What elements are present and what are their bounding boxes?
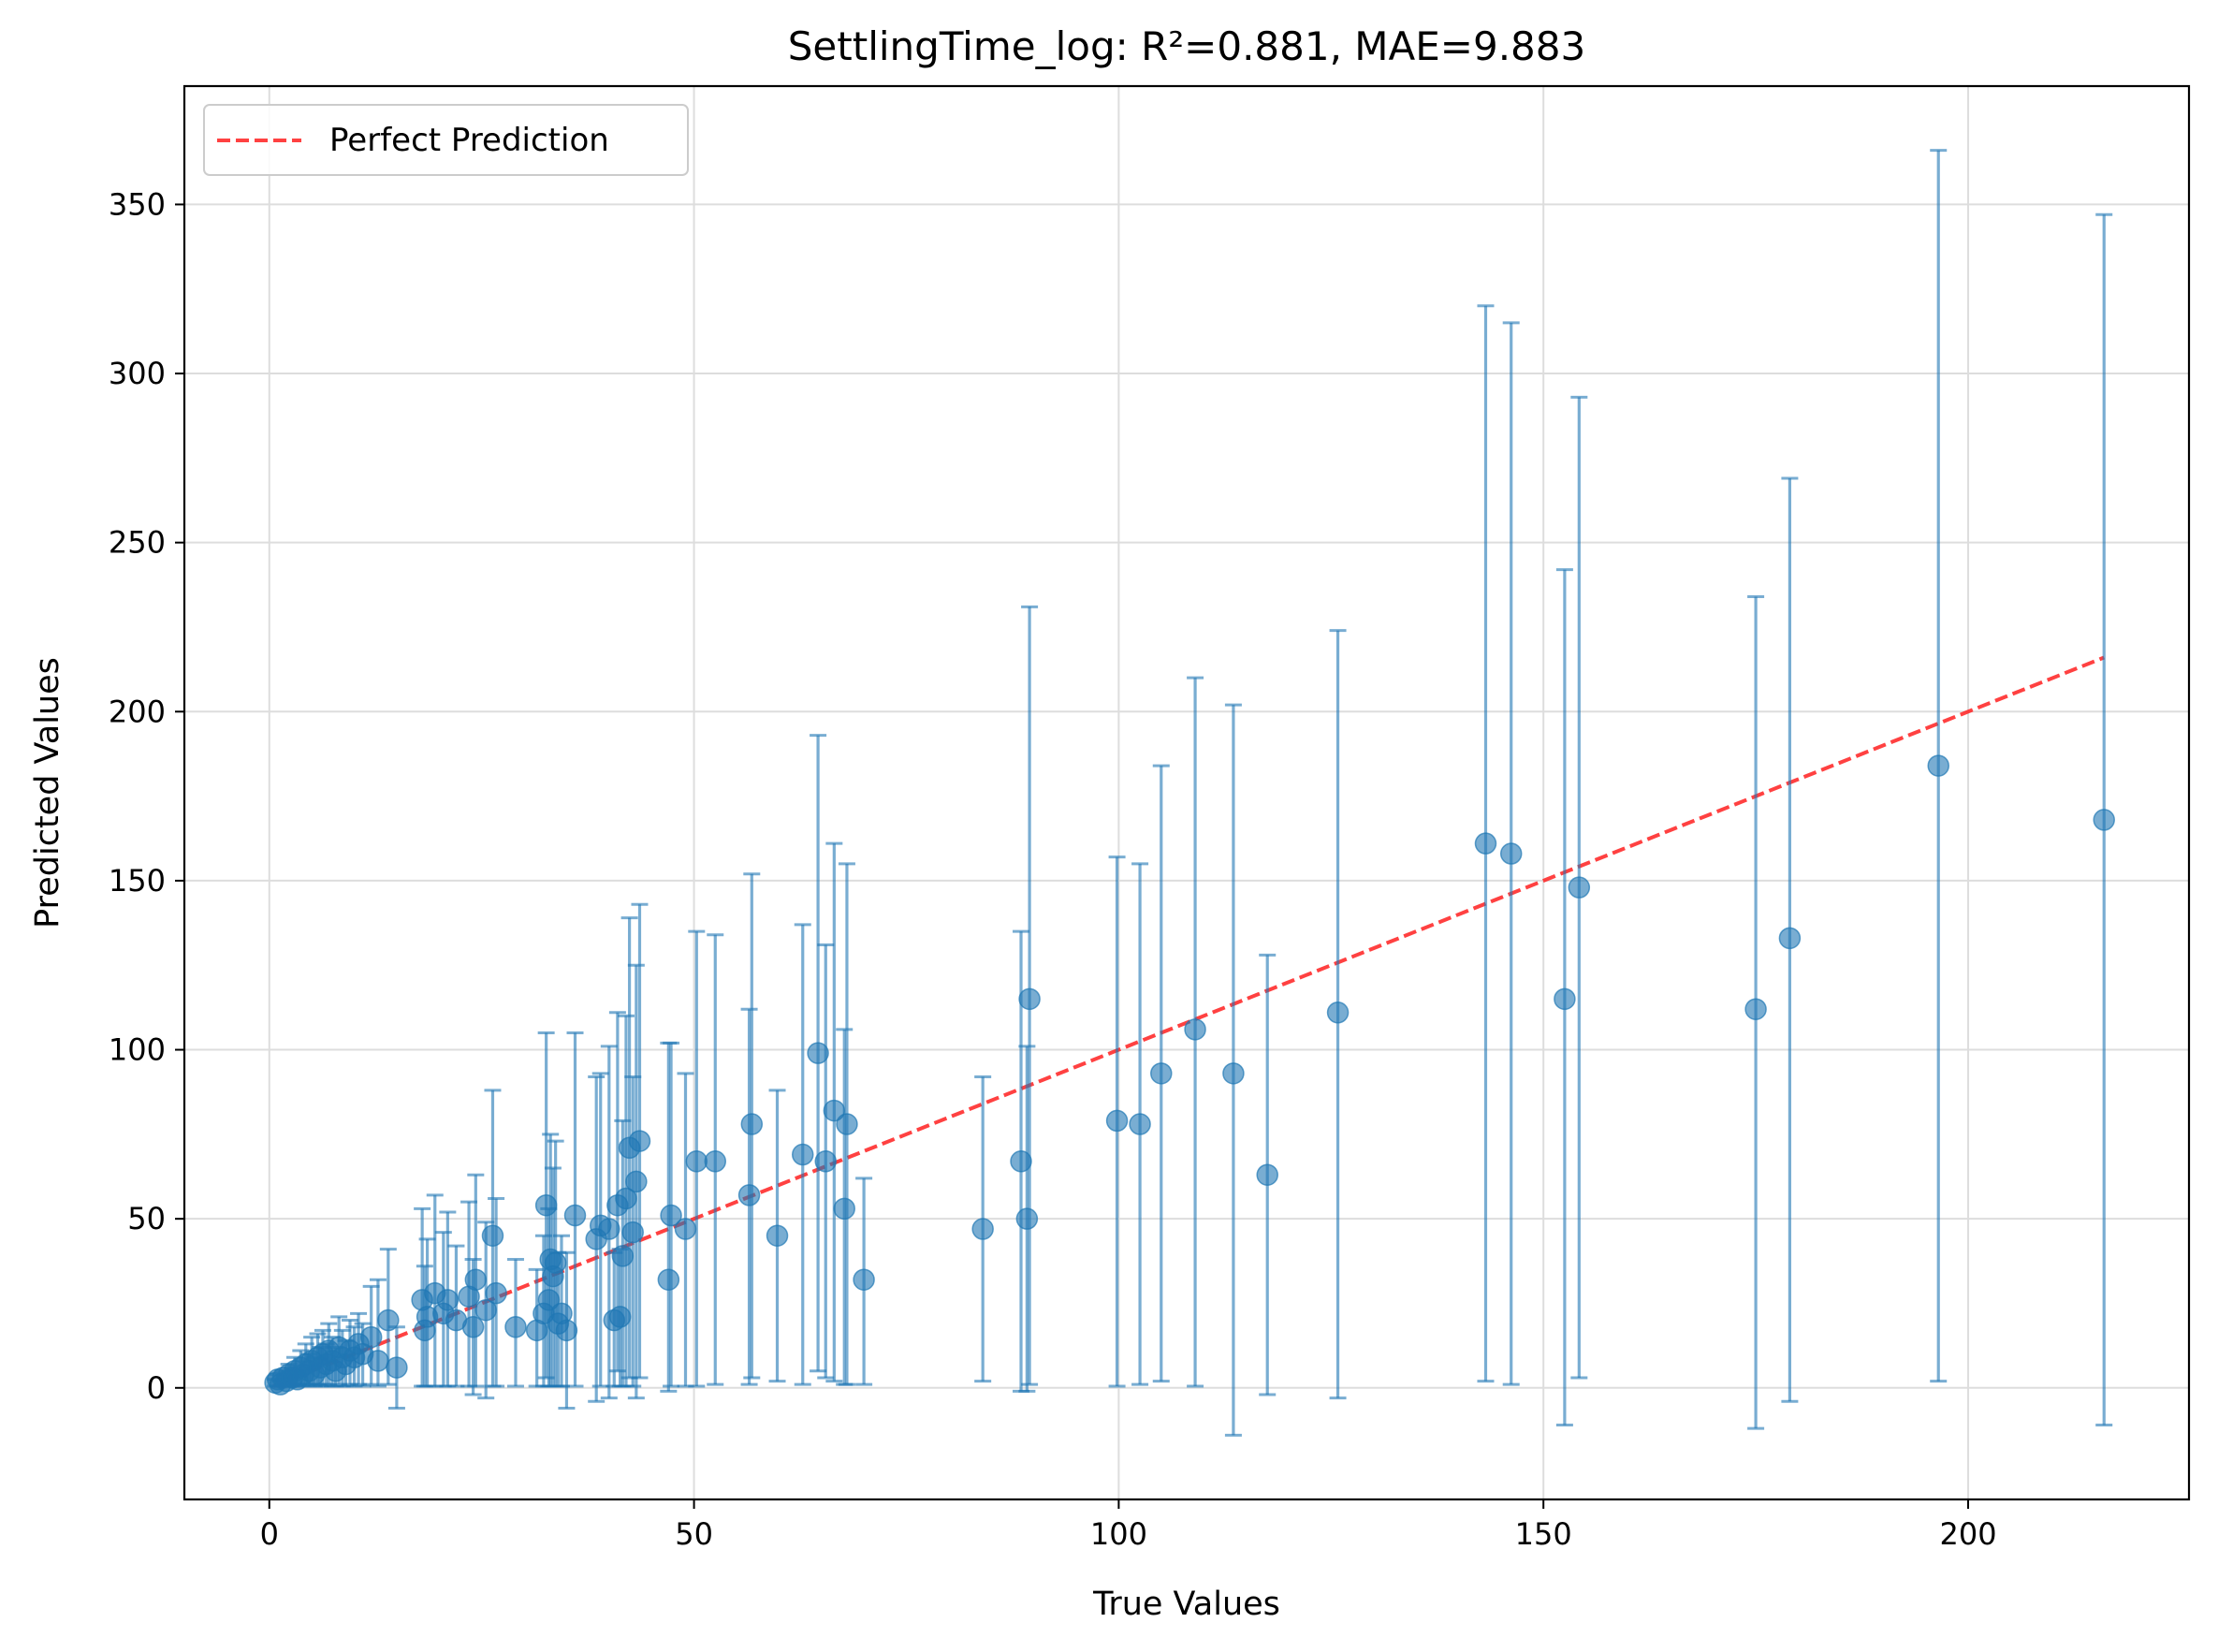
y-tick-label-6: 300 — [109, 356, 166, 391]
data-point-81 — [823, 1099, 846, 1122]
data-point-46 — [504, 1316, 527, 1338]
y-tick-label-5: 250 — [109, 525, 166, 561]
data-point-102 — [1927, 754, 1949, 777]
data-point-101 — [1778, 927, 1802, 950]
data-point-71 — [660, 1204, 682, 1227]
data-point-91 — [1150, 1062, 1173, 1085]
data-point-53 — [544, 1251, 567, 1274]
data-point-38 — [436, 1289, 460, 1311]
x-axis-title: True Values — [1092, 1586, 1280, 1623]
legend-label-perfect-prediction: Perfect Prediction — [329, 122, 609, 159]
grid-lines — [184, 86, 2189, 1499]
data-point-96 — [1474, 832, 1497, 855]
data-point-92 — [1184, 1018, 1206, 1041]
data-point-76 — [740, 1113, 764, 1135]
data-point-29 — [359, 1325, 383, 1349]
data-point-65 — [615, 1187, 637, 1210]
x-tick-label-3: 150 — [1515, 1516, 1572, 1552]
data-point-89 — [1105, 1109, 1129, 1133]
data-point-98 — [1554, 987, 1576, 1011]
axis-ticks: 0 50 100 150 200 0 50 100 150 200 250 300 350 — [109, 186, 1997, 1552]
data-point-44 — [481, 1224, 504, 1247]
data-point-49 — [534, 1193, 558, 1217]
y-tick-label-7: 350 — [109, 186, 166, 222]
legend: Perfect Prediction — [203, 104, 689, 176]
y-tick-label-1: 50 — [127, 1201, 166, 1236]
y-tick-label-3: 150 — [109, 863, 166, 899]
data-point-31 — [377, 1308, 400, 1332]
data-point-74 — [704, 1150, 727, 1173]
points-layer — [264, 754, 2115, 1396]
data-point-68 — [625, 1170, 648, 1193]
chart-title: SettlingTime_log: R²=0.881, MAE=9.883 — [788, 23, 1585, 69]
data-point-75 — [737, 1184, 761, 1206]
data-point-60 — [598, 1218, 620, 1240]
data-point-87 — [1015, 1207, 1039, 1230]
x-tick-label-2: 100 — [1090, 1516, 1147, 1552]
data-point-93 — [1222, 1062, 1245, 1085]
data-point-103 — [2093, 809, 2115, 831]
data-point-73 — [685, 1150, 708, 1173]
data-point-77 — [766, 1224, 789, 1247]
data-point-88 — [1018, 987, 1041, 1011]
data-point-57 — [563, 1204, 587, 1227]
data-point-56 — [555, 1319, 578, 1342]
data-point-70 — [657, 1268, 680, 1291]
data-point-95 — [1326, 1001, 1350, 1024]
data-point-80 — [814, 1150, 838, 1173]
data-point-42 — [464, 1268, 488, 1291]
x-tick-label-1: 50 — [675, 1516, 713, 1552]
data-point-86 — [1010, 1150, 1032, 1173]
data-point-32 — [386, 1356, 408, 1379]
data-point-45 — [485, 1281, 507, 1305]
data-point-100 — [1744, 998, 1767, 1020]
data-point-63 — [608, 1306, 632, 1328]
y-axis-title: Predicted Values — [29, 657, 66, 928]
legend-box — [203, 104, 689, 176]
data-point-64 — [611, 1245, 635, 1267]
data-point-83 — [836, 1113, 858, 1135]
data-point-69 — [628, 1130, 651, 1152]
data-point-94 — [1256, 1163, 1278, 1186]
data-point-78 — [792, 1143, 814, 1166]
y-tick-label-2: 100 — [109, 1032, 166, 1068]
data-point-67 — [621, 1221, 644, 1244]
x-tick-label-0: 0 — [260, 1516, 279, 1552]
data-point-97 — [1499, 842, 1523, 865]
y-tick-label-0: 0 — [147, 1370, 166, 1406]
x-tick-label-4: 200 — [1939, 1516, 1996, 1552]
data-point-90 — [1129, 1113, 1151, 1135]
data-point-43 — [474, 1298, 497, 1322]
y-tick-label-4: 200 — [109, 694, 166, 729]
data-point-84 — [853, 1268, 875, 1291]
data-point-30 — [367, 1350, 389, 1372]
data-point-79 — [807, 1042, 829, 1064]
plot-frame — [182, 84, 2191, 1501]
data-point-72 — [674, 1218, 697, 1240]
data-point-50 — [537, 1289, 561, 1311]
data-point-41 — [461, 1316, 485, 1338]
data-point-85 — [971, 1218, 994, 1240]
data-point-82 — [833, 1197, 855, 1221]
data-point-99 — [1568, 876, 1591, 899]
